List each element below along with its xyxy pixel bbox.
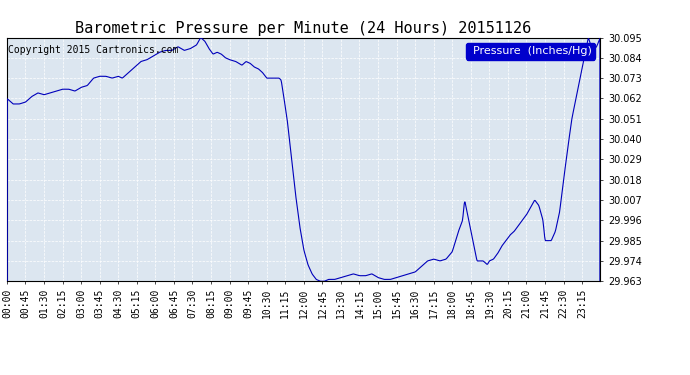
Text: Copyright 2015 Cartronics.com: Copyright 2015 Cartronics.com [8, 45, 179, 55]
Title: Barometric Pressure per Minute (24 Hours) 20151126: Barometric Pressure per Minute (24 Hours… [75, 21, 532, 36]
Legend: Pressure  (Inches/Hg): Pressure (Inches/Hg) [466, 43, 595, 60]
